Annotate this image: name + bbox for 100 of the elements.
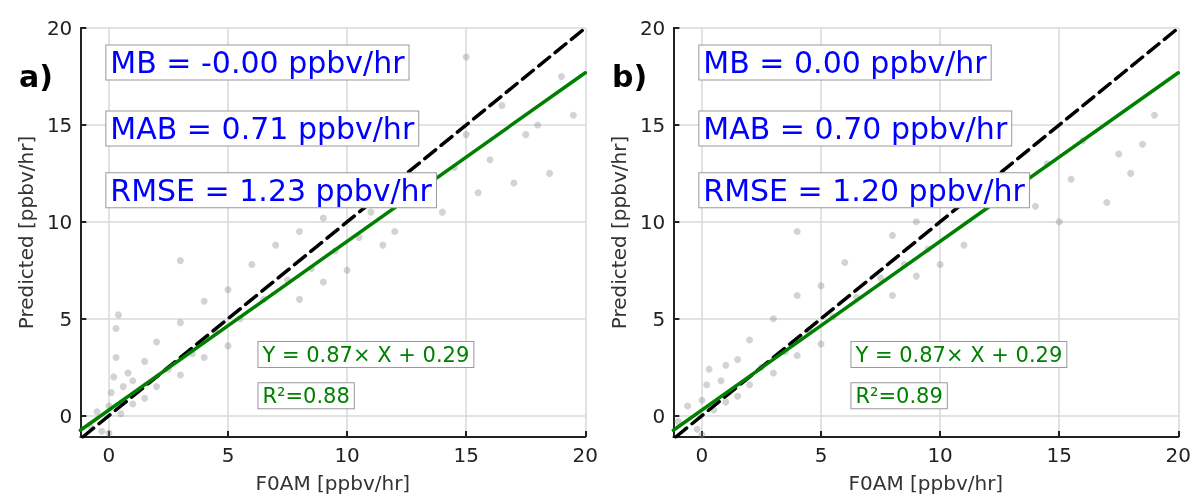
point xyxy=(93,408,101,416)
y-tick-label: 5 xyxy=(59,306,73,331)
point xyxy=(119,383,127,391)
point xyxy=(141,394,149,402)
point xyxy=(510,179,518,187)
point xyxy=(936,260,944,268)
point xyxy=(462,53,470,61)
annotation: Y = 0.87× X + 0.29 xyxy=(854,342,1063,367)
annotation: RMSE = 1.20 ppbv/hr xyxy=(703,172,1026,208)
point xyxy=(200,297,208,305)
y-axis-title: Predicted [ppbv/hr] xyxy=(14,135,38,330)
point xyxy=(272,241,280,249)
y-tick-label: 20 xyxy=(46,16,73,40)
point xyxy=(1150,111,1158,119)
point xyxy=(734,355,742,363)
x-tick-label: 15 xyxy=(1046,443,1072,467)
x-tick-label: 10 xyxy=(334,443,360,467)
point xyxy=(693,425,701,433)
point xyxy=(705,365,713,373)
annotation: MAB = 0.71 ppbv/hr xyxy=(110,110,415,146)
point xyxy=(462,131,470,139)
point xyxy=(153,383,161,391)
point xyxy=(1055,218,1063,226)
point xyxy=(793,352,801,360)
y-tick-label: 10 xyxy=(46,209,73,234)
point xyxy=(129,377,137,385)
x-tick-label: 5 xyxy=(814,443,828,467)
point xyxy=(888,292,896,299)
point xyxy=(112,354,120,362)
point xyxy=(438,208,446,216)
point xyxy=(110,373,118,381)
annotation: Y = 0.87× X + 0.29 xyxy=(261,342,470,367)
y-tick-label: 15 xyxy=(639,112,666,137)
text: b) xyxy=(612,58,648,94)
x-axis-title: F0AM [ppbv/hr] xyxy=(848,471,1004,495)
point xyxy=(1127,169,1135,177)
annotation: MB = 0.00 ppbv/hr xyxy=(703,44,988,80)
annotation: RMSE = 1.23 ppbv/hr xyxy=(110,172,433,208)
x-axis-title: F0AM [ppbv/hr] xyxy=(255,471,411,495)
point xyxy=(379,241,387,249)
point xyxy=(1067,175,1075,183)
point xyxy=(343,266,351,274)
point xyxy=(746,336,754,344)
point xyxy=(534,121,542,129)
y-tick-label: 20 xyxy=(639,16,666,40)
point xyxy=(522,131,530,139)
point xyxy=(793,292,801,299)
point xyxy=(912,272,920,280)
point xyxy=(841,259,849,267)
point xyxy=(367,208,375,216)
point xyxy=(295,228,303,236)
point xyxy=(769,369,777,377)
point xyxy=(722,398,730,406)
point xyxy=(295,295,303,303)
point xyxy=(224,286,232,294)
point xyxy=(684,402,692,410)
point xyxy=(888,231,896,239)
text: a) xyxy=(19,58,53,94)
point xyxy=(769,315,777,323)
annotation: R²=0.89 xyxy=(855,383,943,408)
point xyxy=(734,392,742,400)
point xyxy=(1103,198,1111,206)
point xyxy=(176,319,184,327)
point xyxy=(319,214,327,222)
point xyxy=(176,257,184,265)
x-tick-label: 0 xyxy=(102,443,116,467)
y-tick-label: 15 xyxy=(46,112,73,137)
point xyxy=(486,156,494,164)
point xyxy=(153,338,161,346)
x-tick-label: 20 xyxy=(572,443,598,467)
point xyxy=(248,260,256,268)
point xyxy=(817,282,825,290)
annotation: R²=0.88 xyxy=(262,383,350,408)
annotation: MAB = 0.70 ppbv/hr xyxy=(703,110,1008,146)
point xyxy=(546,169,554,177)
point xyxy=(319,278,327,286)
point xyxy=(1031,202,1039,210)
point xyxy=(717,377,725,385)
point xyxy=(746,381,754,389)
point xyxy=(107,388,115,396)
point xyxy=(98,427,106,435)
x-tick-label: 20 xyxy=(1165,443,1191,467)
y-axis-title: Predicted [ppbv/hr] xyxy=(607,135,631,330)
point xyxy=(129,400,137,408)
y-tick-label: 10 xyxy=(639,209,666,234)
point xyxy=(498,102,506,110)
point xyxy=(569,111,577,119)
y-tick-label: 5 xyxy=(652,306,666,331)
point xyxy=(722,361,730,369)
point xyxy=(557,72,565,80)
point xyxy=(1139,140,1147,148)
point xyxy=(1115,150,1123,158)
point xyxy=(391,228,399,236)
point xyxy=(703,381,711,389)
point xyxy=(474,189,482,197)
y-tick-label: 0 xyxy=(59,403,73,428)
point xyxy=(793,228,801,236)
point xyxy=(912,218,920,226)
x-tick-label: 0 xyxy=(695,443,709,467)
annotation: MB = -0.00 ppbv/hr xyxy=(110,44,406,80)
